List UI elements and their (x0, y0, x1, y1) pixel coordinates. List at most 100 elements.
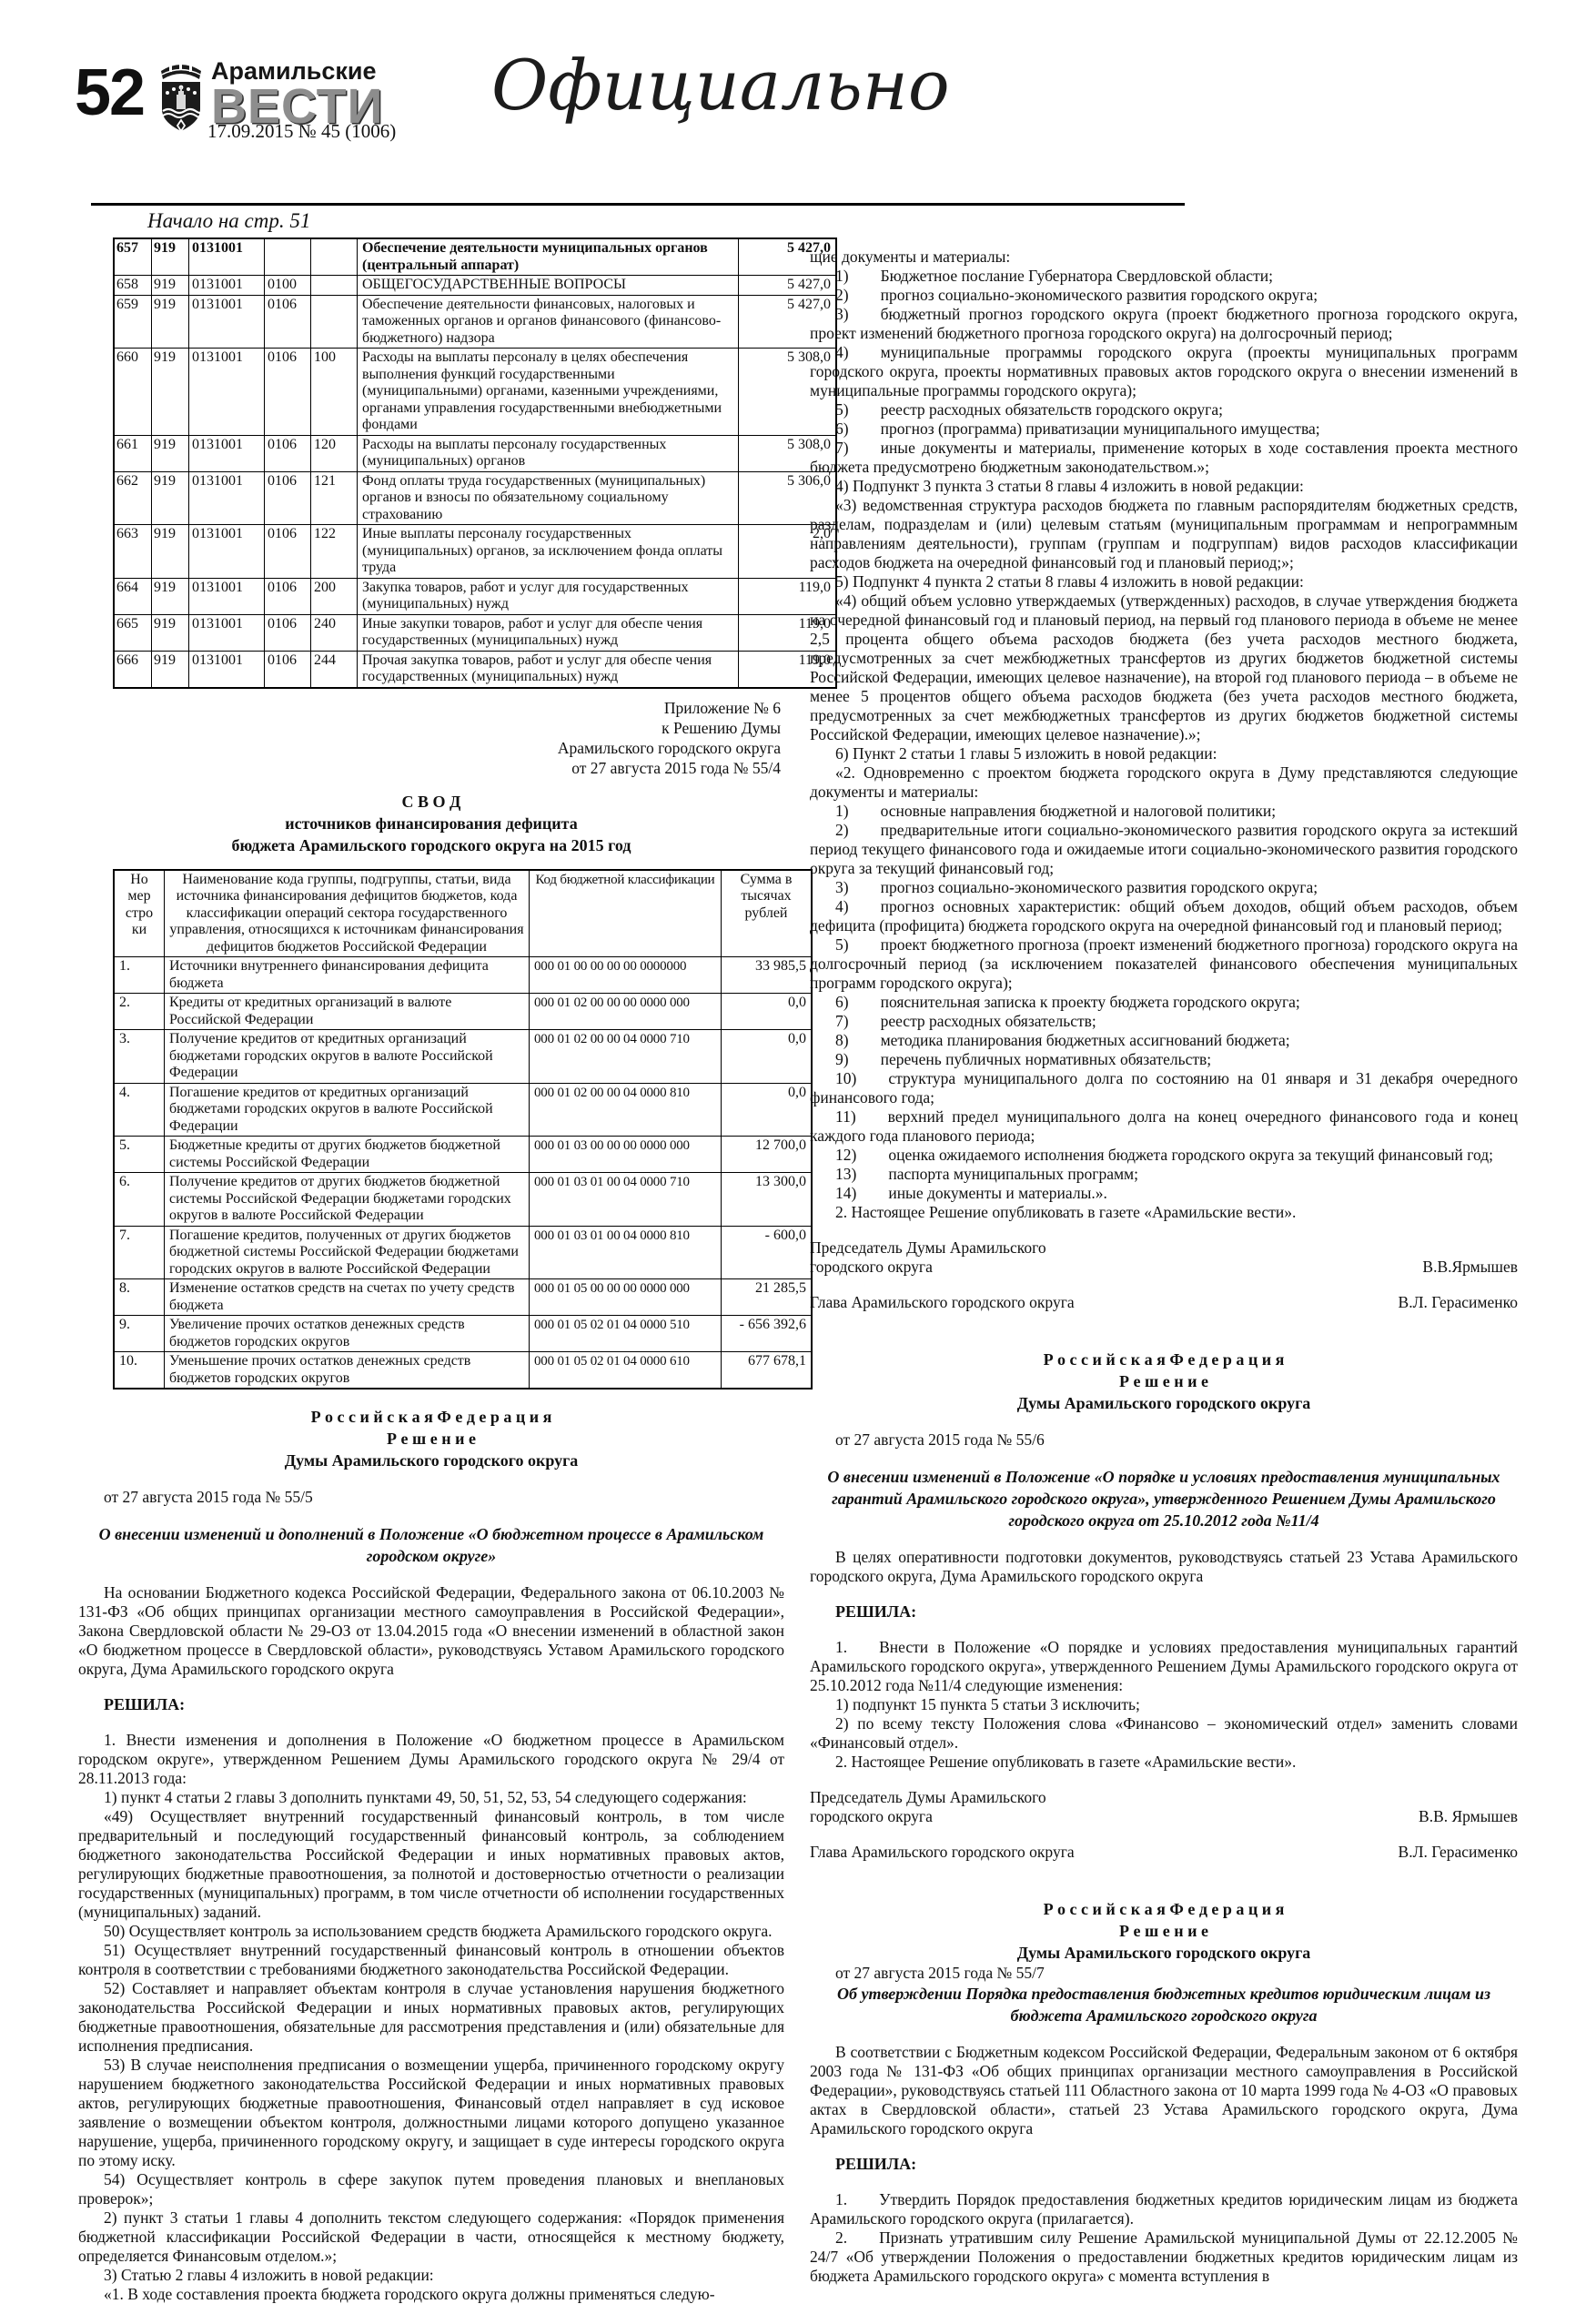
paragraph: 1. Внести изменения и дополнения в Полож… (78, 1731, 784, 1787)
signature-name: В.В.Ярмышев (1422, 1258, 1518, 1276)
table-cell: Расходы на выплаты персоналу государстве… (357, 434, 739, 472)
paragraph: Думы Арамильского городского округа (1016, 1944, 1311, 1962)
table-cell: 21 285,5 (721, 1278, 813, 1316)
table-cell: 0106 (264, 434, 311, 472)
paragraph: 6) Пункт 2 статьи 1 главы 5 изложить в н… (835, 744, 1217, 763)
table-cell: 000 01 02 00 00 04 0000 710 (529, 1029, 722, 1084)
paragraph: 3) бюджетный прогноз городского округа (… (810, 305, 1518, 342)
table-row: 662 919 0131001 0106 121 Фонд оплаты труда го… (113, 470, 837, 525)
table-cell: 919 (151, 524, 189, 579)
paragraph: 53) В случае неисполнения предписания о … (78, 2056, 784, 2169)
table-cell (264, 237, 311, 276)
table-cell: Кредиты от кредитных организаций в валют… (164, 993, 530, 1030)
paragraph: 1) Бюджетное послание Губернатора Свердл… (835, 267, 1273, 285)
paragraph: 1) подпункт 15 пункта 5 статьи 3 исключи… (835, 1695, 1140, 1713)
signature-row: городского округа В.В. Ярмышев (810, 1807, 1518, 1826)
paragraph: Об утверждении Порядка предоставления бю… (836, 1985, 1491, 2025)
issue-date-number: 17.09.2015 № 45 (1006) (207, 120, 397, 142)
table-cell: 000 01 02 00 00 04 0000 810 (529, 1082, 722, 1137)
table-cell: 119,0 (738, 650, 837, 688)
budget-expenses-table: 657 919 0131001 Обеспечение деятельности му… (113, 237, 837, 689)
paragraph: Р е ш е н и е (1119, 1922, 1208, 1940)
paragraph: В целях оперативности подготовки докумен… (810, 1548, 1518, 1585)
table-cell: 120 (310, 434, 358, 472)
spacer (810, 2174, 1518, 2190)
table-cell: 919 (151, 275, 189, 296)
table-cell: 000 01 03 00 00 00 0000 000 (529, 1136, 722, 1173)
table-cell: Увеличение прочих остатков денежных сред… (164, 1315, 530, 1352)
spacer (810, 1414, 1518, 1430)
paragraph: 50) Осуществляет контроль за использован… (104, 1922, 773, 1940)
paragraph: от 27 августа 2015 года № 55/6 (835, 1430, 1045, 1449)
table-cell: Бюджетные кредиты от других бюджетов бюд… (164, 1136, 530, 1173)
table-cell: 0106 (264, 524, 311, 579)
paragraph: 2) прогноз социально-экономического разв… (835, 286, 1318, 304)
table-cell: 5. (113, 1136, 165, 1173)
decision-55-5: Р о с с и й с к а я Ф е д е р а ц и я Р е… (78, 1389, 784, 2304)
table-row: 661 919 0131001 0106 120 Расходы на выплаты п… (113, 434, 837, 472)
table-cell: 6. (113, 1172, 165, 1227)
table-cell: 660 (113, 348, 152, 436)
paragraph: 4) муниципальные программы городского ок… (810, 343, 1518, 399)
paragraph: 6) прогноз (программа) приватизации муни… (835, 419, 1320, 438)
page-header: 52 Арамильские (0, 49, 1596, 207)
paragraph: щие документы и материалы: (810, 248, 1011, 266)
signature-title: городского округа (810, 1258, 933, 1276)
header-rule (91, 203, 1185, 206)
table-cell: Прочая закупка товаров, работ и услуг дл… (357, 650, 739, 688)
spacer (810, 1586, 1518, 1602)
table-cell: Погашение кредитов от кредитных организа… (164, 1082, 530, 1137)
spacer (810, 2138, 1518, 2155)
table-cell: 119,0 (738, 577, 837, 615)
table-cell: 661 (113, 434, 152, 472)
signature-name: В.В. Ярмышев (1419, 1807, 1518, 1825)
table-cell: 0131001 (188, 294, 265, 349)
table-cell: 121 (310, 470, 358, 525)
paragraph: На основании Бюджетного кодекса Российск… (78, 1583, 784, 1678)
table-cell: 000 01 00 00 00 00 0000000 (529, 956, 722, 994)
table-cell: 919 (151, 470, 189, 525)
header-cell-name: Наименование кода группы, подгруппы, ста… (164, 869, 530, 957)
paragraph: Р о с с и й с к а я Ф е д е р а ц и я (310, 1408, 552, 1426)
table-cell: 5 308,0 (738, 348, 837, 436)
table-row: 658 919 0131001 0100 ОБЩЕГОСУДАРСТВЕННЫЕ ВОП… (113, 275, 837, 296)
paragraph: Р о с с и й с к а я Ф е д е р а ц и я (1043, 1350, 1285, 1369)
table-cell: 657 (113, 237, 152, 276)
paragraph: 5) реестр расходных обязательств городск… (835, 400, 1223, 419)
table-cell: 5 427,0 (738, 294, 837, 349)
table-cell: 919 (151, 294, 189, 349)
brand-main-label: ВЕСТИ (211, 79, 384, 134)
signature-title: Глава Арамильского городского округа (810, 1843, 1075, 1861)
table-row: 660 919 0131001 0106 100 Расходы на выплаты п… (113, 348, 837, 436)
table-cell: 13 300,0 (721, 1172, 813, 1227)
table-cell: Обеспечение деятельности финансовых, нал… (357, 294, 739, 349)
table-cell: 664 (113, 577, 152, 615)
table-cell: Получение кредитов от кредитных организа… (164, 1029, 530, 1084)
spacer (78, 1679, 784, 1695)
spacer (810, 1622, 1518, 1638)
coat-of-arms-icon (157, 56, 206, 139)
paragraph: Думы Арамильского городского округа (284, 1451, 579, 1470)
table-row: 665 919 0131001 0106 240 Иные закупки товаров… (113, 613, 837, 652)
table-row: 7. Погашение кредитов, полученных от друг… (113, 1225, 813, 1279)
brand-top-label: Арамильские (211, 57, 377, 85)
table-cell (310, 294, 358, 349)
table-cell: 5 306,0 (738, 470, 837, 525)
paragraph: 7) реестр расходных обязательств; (835, 1012, 1096, 1030)
table-cell: 2,0 (738, 524, 837, 579)
paragraph: 2) предварительные итоги социально-эконо… (810, 821, 1518, 877)
table-cell: 5 427,0 (738, 237, 837, 276)
table-cell: 10. (113, 1351, 165, 1389)
text-line: Арамильского городского округа (557, 738, 781, 757)
table-cell: 000 01 05 00 00 00 0000 000 (529, 1278, 722, 1316)
table-cell: Обеспечение деятельности муниципальных о… (357, 237, 739, 276)
table-cell: 677 678,1 (721, 1351, 813, 1389)
table-row: 8. Изменение остатков средств на счетах п… (113, 1278, 813, 1316)
paragraph: 2. Настоящее Решение опубликовать в газе… (835, 1203, 1297, 1221)
table-cell: 919 (151, 650, 189, 688)
paragraph: 14) иные документы и материалы.». (835, 1184, 1107, 1202)
signature-row: Глава Арамильского городского округа В.Л.… (810, 1293, 1518, 1312)
paragraph: «49) Осуществляет внутренний государстве… (78, 1807, 784, 1921)
deficit-sources-table-body: 1. Источники внутреннего финансирования д… (113, 956, 813, 1389)
paragraph: 11) верхний предел муниципального долга … (810, 1107, 1518, 1145)
